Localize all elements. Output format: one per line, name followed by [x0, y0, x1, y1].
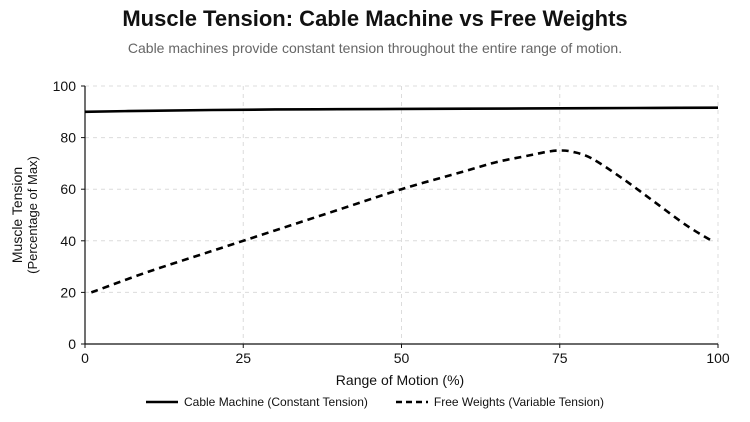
y-tick-label: 60	[60, 181, 76, 197]
grid-lines	[85, 85, 719, 344]
series-line-free-weights	[90, 149, 713, 294]
y-tick-label: 80	[60, 130, 76, 146]
x-tick-label: 100	[706, 350, 730, 366]
y-tick-label: 0	[68, 336, 76, 352]
chart-title: Muscle Tension: Cable Machine vs Free We…	[122, 6, 628, 31]
y-axis-sublabel: (Percentage of Max)	[25, 156, 40, 274]
x-tick-label: 0	[81, 350, 89, 366]
x-tick-labels: 0 25 50 75 100	[81, 350, 730, 366]
y-tick-label: 20	[60, 284, 76, 300]
y-tick-label: 100	[53, 78, 77, 94]
legend-label-cable-machine: Cable Machine (Constant Tension)	[184, 395, 368, 409]
axes	[81, 85, 719, 348]
series-line-cable-machine	[84, 106, 719, 114]
x-tick-label: 50	[394, 350, 410, 366]
x-tick-label: 75	[552, 350, 568, 366]
legend: Cable Machine (Constant Tension) Free We…	[0, 395, 750, 409]
series-lines	[84, 106, 719, 294]
legend-label-free-weights: Free Weights (Variable Tension)	[433, 395, 604, 409]
legend-item-cable-machine: Cable Machine (Constant Tension)	[146, 395, 368, 409]
chart-subtitle: Cable machines provide constant tension …	[127, 40, 623, 56]
x-axis-label: Range of Motion (%)	[336, 372, 464, 388]
y-tick-labels: 0 20 40 60 80 100	[53, 78, 77, 352]
y-tick-label: 40	[60, 233, 76, 249]
y-axis-label: Muscle Tension	[9, 167, 25, 263]
x-tick-label: 25	[235, 350, 251, 366]
legend-dashed-line-icon	[395, 400, 428, 404]
legend-solid-line-icon	[146, 400, 178, 404]
legend-item-free-weights: Free Weights (Variable Tension)	[395, 395, 604, 409]
